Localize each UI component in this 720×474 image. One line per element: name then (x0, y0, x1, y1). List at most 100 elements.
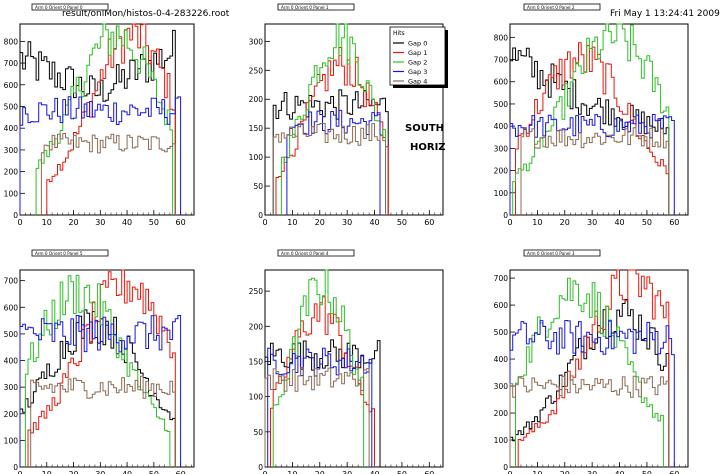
x-tick-label: 30 (342, 470, 352, 474)
histogram-series (19, 96, 182, 215)
x-tick-label: 50 (642, 218, 652, 227)
x-tick-label: 50 (642, 470, 652, 474)
x-tick-label: 20 (560, 470, 570, 474)
x-tick-label: 10 (42, 470, 52, 474)
y-tick-label: 400 (494, 122, 509, 131)
orientation-annotation: SOUTH HORIZ (405, 123, 446, 153)
y-tick-label: 200 (4, 410, 19, 419)
y-tick-label: 100 (249, 393, 264, 402)
x-tick-label: 20 (315, 470, 325, 474)
annotation-line-2: HORIZ (410, 142, 446, 153)
y-tick-label: 700 (4, 59, 19, 68)
histogram-panel: Arm 0 Orient 0 Panel 1 0 10 20 30 40 50 60 0 50 10… (249, 3, 444, 227)
legend-entry-label: Gap 3 (408, 68, 427, 76)
x-tick-label: 0 (507, 218, 512, 227)
y-tick-label: 300 (4, 383, 19, 392)
x-tick-label: 50 (397, 218, 407, 227)
histogram-panel: Arm 0 Orient 0 Panel 20 10 20 30 40 50 6001002… (494, 3, 689, 227)
histogram-series (512, 23, 670, 215)
y-tick-label: 300 (4, 146, 19, 155)
y-tick-label: 150 (249, 124, 264, 133)
y-tick-label: 300 (494, 144, 509, 153)
plot-frame (509, 23, 689, 216)
y-tick-label: 250 (249, 287, 264, 296)
legend-entry-label: Gap 4 (408, 78, 427, 86)
x-tick-label: 40 (122, 470, 132, 474)
histogram-series (27, 269, 176, 467)
x-tick-label: 40 (369, 218, 379, 227)
legend-entry-label: Gap 0 (408, 40, 427, 48)
histogram-series (19, 314, 182, 467)
x-tick-label: 10 (287, 218, 297, 227)
x-tick-label: 10 (532, 218, 542, 227)
histogram-panel: Arm 0 Orient 0 Panel 4 0 10 20 30 40 50 60 0 50 10… (249, 249, 444, 474)
histogram-panel: Arm 0 Orient 0 Panel 5010203040506001002… (4, 249, 195, 474)
histogram-series (272, 89, 389, 215)
panel-title: Arm 0 Orient 0 Panel 0 (35, 5, 83, 10)
histogram-series (515, 277, 664, 467)
y-tick-label: 500 (4, 330, 19, 339)
histogram-series (40, 133, 176, 215)
y-tick-label: 400 (4, 357, 19, 366)
y-tick-label: 400 (4, 124, 19, 133)
y-tick-label: 400 (494, 355, 509, 364)
x-tick-label: 40 (369, 470, 379, 474)
x-tick-label: 60 (176, 470, 186, 474)
y-tick-label: 600 (494, 301, 509, 310)
x-tick-label: 50 (149, 470, 159, 474)
x-tick-label: 50 (397, 470, 407, 474)
plot-frame (19, 269, 195, 468)
plot-frame (264, 23, 444, 216)
x-tick-label: 60 (669, 218, 679, 227)
y-tick-label: 100 (494, 189, 509, 198)
panel-title: Arm 0 Orient 0 Panel 1 (281, 5, 329, 10)
histogram-series (509, 375, 670, 467)
x-tick-label: 20 (560, 218, 570, 227)
x-tick-label: 30 (95, 470, 105, 474)
x-tick-label: 10 (42, 218, 52, 227)
histogram-panel: Arm 0 Orient 0 Panel 3010203040506001002… (494, 249, 689, 474)
legend-title: Hits (393, 30, 405, 37)
y-tick-label: 700 (494, 274, 509, 283)
x-tick-label: 40 (614, 218, 624, 227)
plot-frame (19, 23, 195, 216)
y-tick-label: 250 (249, 66, 264, 75)
x-tick-label: 60 (669, 470, 679, 474)
y-tick-label: 200 (249, 322, 264, 331)
histogram-panel: Arm 0 Orient 0 Panel 00 10 20 30 40 50 6001002… (4, 3, 195, 227)
x-tick-label: 0 (17, 218, 22, 227)
histogram-series (280, 23, 386, 215)
x-tick-label: 30 (587, 218, 597, 227)
y-tick-label: 50 (253, 182, 263, 191)
x-tick-label: 60 (424, 470, 434, 474)
x-tick-label: 30 (342, 218, 352, 227)
y-tick-label: 300 (494, 382, 509, 391)
y-tick-label: 600 (494, 78, 509, 87)
y-tick-label: 200 (4, 168, 19, 177)
panel-title: Arm 0 Orient 0 Panel 4 (281, 251, 329, 256)
histogram-series (35, 23, 174, 215)
panel-grid: Arm 0 Orient 0 Panel 00 10 20 30 40 50 6001002… (4, 3, 689, 474)
y-tick-label: 100 (4, 189, 19, 198)
x-tick-label: 0 (262, 218, 267, 227)
x-tick-label: 20 (68, 470, 78, 474)
x-tick-label: 20 (315, 218, 325, 227)
panel-title-box (31, 249, 109, 257)
y-tick-label: 500 (494, 100, 509, 109)
y-tick-label: 0 (13, 463, 18, 472)
legend-entry-label: Gap 2 (408, 59, 427, 67)
x-tick-label: 10 (287, 470, 297, 474)
histogram-series (19, 29, 176, 215)
panel-title: Arm 0 Orient 0 Panel 3 (527, 251, 575, 256)
histogram-series (509, 319, 675, 467)
legend-box (389, 26, 446, 86)
x-tick-label: 0 (17, 470, 22, 474)
histogram-series (272, 123, 386, 215)
y-tick-label: 600 (4, 81, 19, 90)
histogram-series (267, 347, 373, 467)
histogram-series (270, 296, 375, 467)
histogram-series (264, 367, 370, 467)
panel-title-box (523, 3, 601, 11)
x-tick-label: 30 (587, 470, 597, 474)
